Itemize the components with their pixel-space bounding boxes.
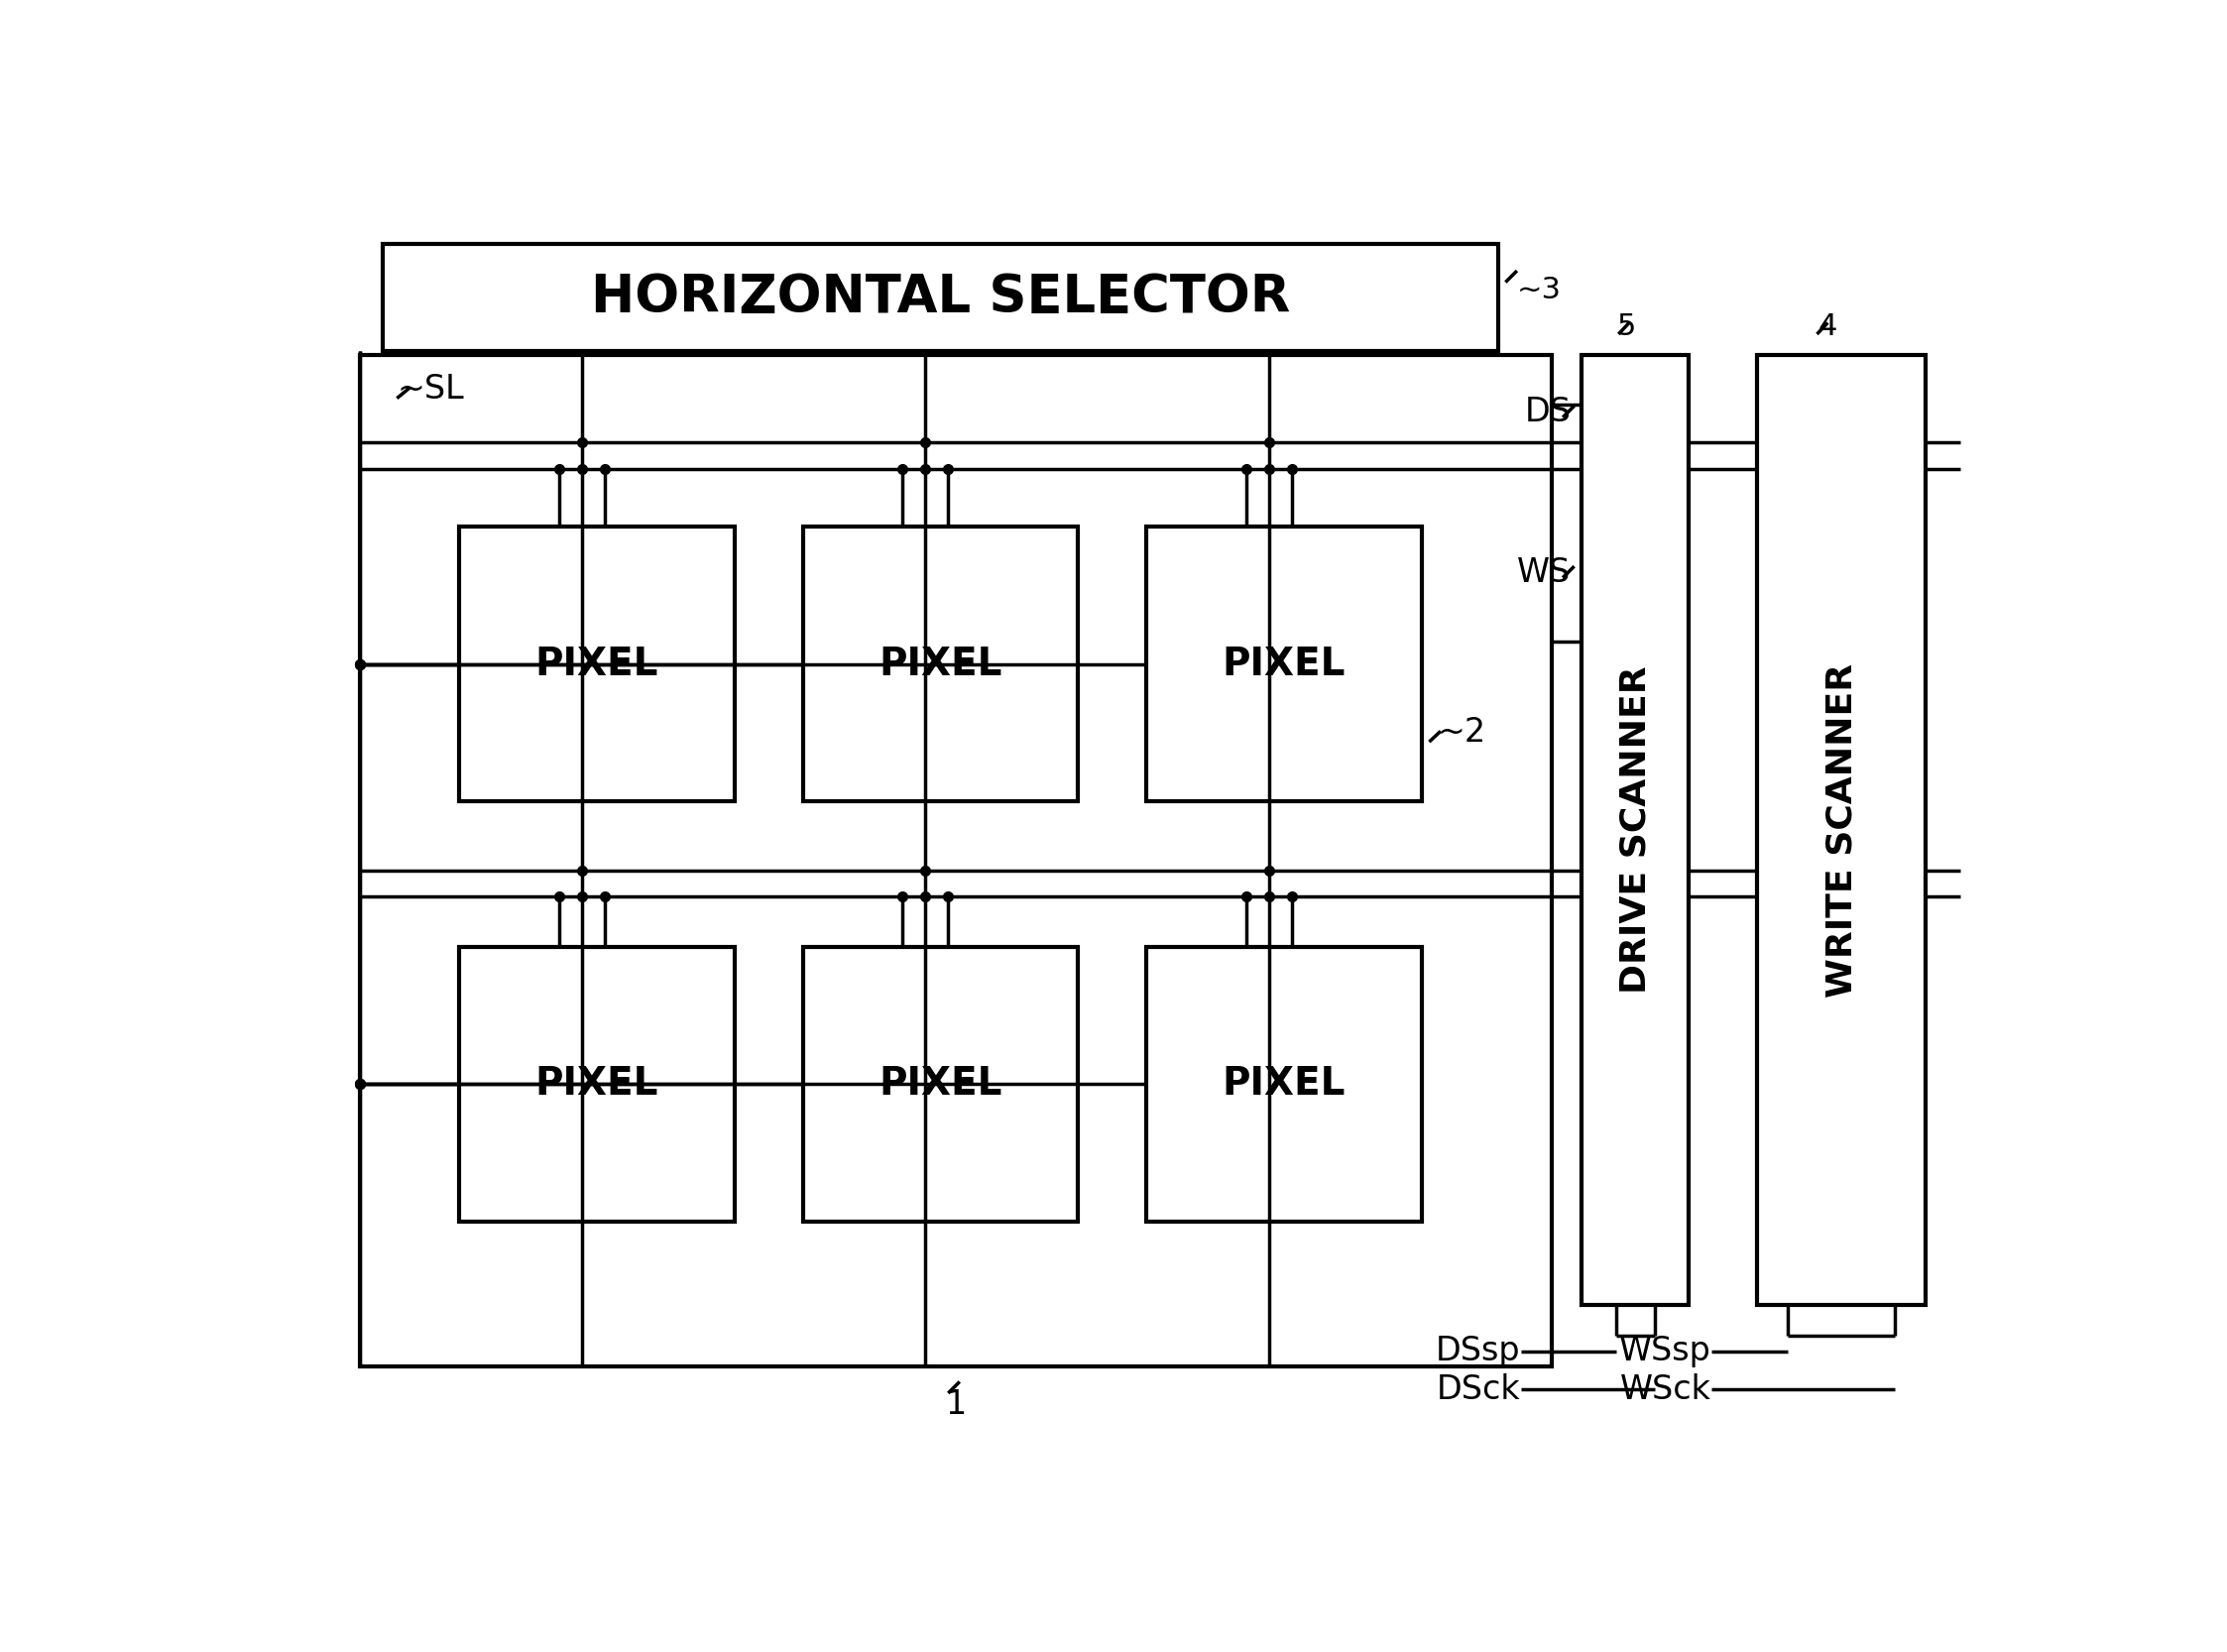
Text: 4: 4 bbox=[1817, 312, 1837, 340]
Text: HORIZONTAL SELECTOR: HORIZONTAL SELECTOR bbox=[590, 271, 1289, 324]
Bar bbox=[459, 527, 735, 801]
Text: PIXEL: PIXEL bbox=[880, 646, 1002, 682]
Text: 1: 1 bbox=[944, 1388, 967, 1421]
Text: ~SL: ~SL bbox=[396, 373, 463, 405]
Text: PIXEL: PIXEL bbox=[1223, 1066, 1345, 1104]
Text: DSsp: DSsp bbox=[1436, 1335, 1521, 1368]
Text: PIXEL: PIXEL bbox=[534, 646, 659, 682]
Text: ~2: ~2 bbox=[1436, 717, 1485, 748]
Text: ~3: ~3 bbox=[1517, 276, 1561, 304]
Text: WRITE SCANNER: WRITE SCANNER bbox=[1824, 662, 1857, 998]
Text: PIXEL: PIXEL bbox=[880, 1066, 1002, 1104]
Text: DRIVE SCANNER: DRIVE SCANNER bbox=[1619, 666, 1652, 995]
Bar bbox=[459, 947, 735, 1221]
Text: WSsp: WSsp bbox=[1619, 1335, 1713, 1368]
Bar bbox=[1757, 355, 1926, 1305]
Text: WS: WS bbox=[1517, 557, 1572, 588]
Bar bbox=[1147, 527, 1421, 801]
Text: PIXEL: PIXEL bbox=[534, 1066, 659, 1104]
Text: WSck: WSck bbox=[1621, 1373, 1713, 1406]
Bar bbox=[804, 527, 1078, 801]
Bar bbox=[361, 355, 1552, 1366]
Bar bbox=[1147, 947, 1421, 1221]
Bar bbox=[804, 947, 1078, 1221]
Text: DS: DS bbox=[1525, 396, 1572, 428]
Text: 5: 5 bbox=[1617, 312, 1637, 340]
Text: DSck: DSck bbox=[1436, 1373, 1521, 1406]
Bar bbox=[383, 244, 1499, 350]
Bar bbox=[1581, 355, 1688, 1305]
Text: PIXEL: PIXEL bbox=[1223, 646, 1345, 682]
